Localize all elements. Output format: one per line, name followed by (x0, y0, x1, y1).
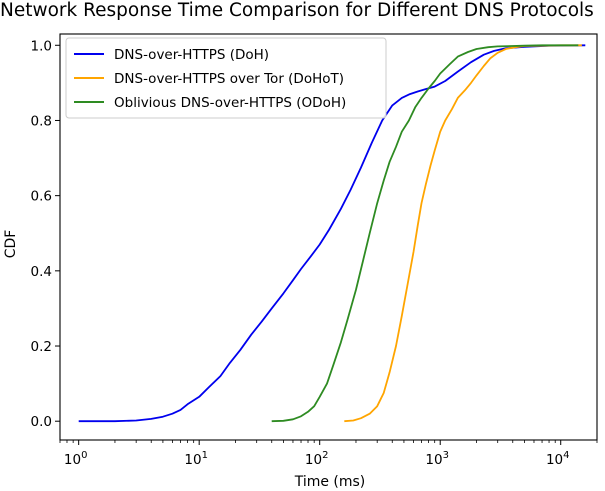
y-tick-label: 1.0 (31, 38, 52, 54)
x-axis-label: Time (ms) (294, 474, 366, 490)
x-tick-label: 104 (546, 450, 570, 468)
y-tick-label: 0.0 (31, 414, 52, 430)
chart-title: Network Response Time Comparison for Dif… (0, 0, 594, 21)
legend-label-2: DNS-over-HTTPS over Tor (DoHoT) (114, 71, 344, 87)
legend-label-3: Oblivious DNS-over-HTTPS (ODoH) (114, 95, 346, 111)
y-tick-label: 0.8 (31, 113, 52, 129)
x-axis-ticks: 100 101 102 103 104 (59, 440, 598, 468)
x-tick-label: 102 (305, 450, 329, 468)
y-axis-label: CDF (3, 230, 19, 259)
axes-border (59, 33, 598, 441)
x-tick-label: 101 (184, 450, 208, 468)
series-layer (78, 44, 586, 423)
y-tick-label: 0.4 (31, 264, 52, 280)
y-tick-label: 0.2 (31, 339, 52, 355)
x-tick-label: 103 (425, 450, 449, 468)
series-line-3 (271, 44, 579, 423)
legend-box (65, 37, 387, 119)
series-line-2 (344, 44, 582, 423)
y-axis-ticks: 0.0 0.2 0.4 0.6 0.8 1.0 (31, 38, 60, 430)
y-tick-label: 0.6 (31, 189, 52, 205)
legend: DNS-over-HTTPS (DoH) DNS-over-HTTPS over … (65, 37, 387, 119)
series-line-1 (78, 44, 586, 423)
axes-frame (59, 33, 598, 441)
legend-label-1: DNS-over-HTTPS (DoH) (114, 47, 269, 63)
x-tick-label: 100 (64, 450, 88, 468)
